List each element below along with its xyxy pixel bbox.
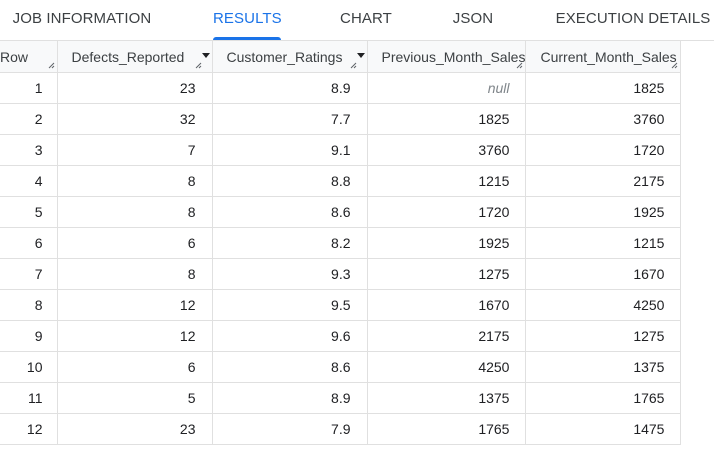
row-number-cell[interactable]: 9 xyxy=(0,320,58,352)
results-grid: Row Defects_Reported Customer_Ratings Pr… xyxy=(0,41,714,449)
table-cell[interactable]: 1275 xyxy=(367,258,527,290)
table-cell[interactable]: 1765 xyxy=(367,413,527,445)
tab-job-information[interactable]: JOB INFORMATION xyxy=(12,10,152,27)
table-cell[interactable]: 4250 xyxy=(367,351,527,383)
table-cell[interactable]: 2175 xyxy=(367,320,527,352)
table-cell[interactable]: 1825 xyxy=(525,72,682,104)
row-number-cell[interactable]: 3 xyxy=(0,134,58,166)
table-cell[interactable]: 7.9 xyxy=(212,413,368,445)
table-cell[interactable]: 8.9 xyxy=(212,72,368,104)
table-cell[interactable]: 7 xyxy=(57,134,213,166)
table-cell[interactable]: 23 xyxy=(57,72,213,104)
tab-results[interactable]: RESULTS xyxy=(213,0,282,40)
column-header-label: Previous_Month_Sales xyxy=(381,48,526,65)
row-number-cell[interactable]: 10 xyxy=(0,351,58,383)
table-cell[interactable]: 8.6 xyxy=(212,351,368,383)
row-number-cell[interactable]: 4 xyxy=(0,165,58,197)
table-cell[interactable]: 1925 xyxy=(367,227,527,259)
table-cell[interactable]: 23 xyxy=(57,413,213,445)
table-cell[interactable]: 1475 xyxy=(525,413,682,445)
table-cell[interactable]: 9.1 xyxy=(212,134,368,166)
table-cell[interactable]: 8 xyxy=(57,165,213,197)
table-cell[interactable]: 32 xyxy=(57,103,213,135)
table-cell[interactable]: 1720 xyxy=(367,196,527,228)
column-resize-icon[interactable] xyxy=(350,62,357,69)
column-resize-icon[interactable] xyxy=(516,62,523,69)
column-resize-icon[interactable] xyxy=(48,62,55,69)
column-header-customer-ratings[interactable]: Customer_Ratings xyxy=(212,41,368,73)
table-cell[interactable]: 1275 xyxy=(525,320,682,352)
table-row: 2 32 7.7 1825 3760 xyxy=(0,103,682,135)
table-cell[interactable]: 1375 xyxy=(525,351,682,383)
table-cell[interactable]: 1720 xyxy=(525,134,682,166)
tab-chart[interactable]: CHART xyxy=(340,10,392,27)
table-row: 8 12 9.5 1670 4250 xyxy=(0,289,682,321)
table-row: 6 6 8.2 1925 1215 xyxy=(0,227,682,259)
table-cell[interactable]: 8 xyxy=(57,196,213,228)
table-cell[interactable]: 9.6 xyxy=(212,320,368,352)
row-number-cell[interactable]: 6 xyxy=(0,227,58,259)
table-cell[interactable]: 1825 xyxy=(367,103,527,135)
table-row: 3 7 9.1 3760 1720 xyxy=(0,134,682,166)
column-header-current-month-sales[interactable]: Current_Month_Sales xyxy=(525,41,682,73)
table-row: 7 8 9.3 1275 1670 xyxy=(0,258,682,290)
column-header-defects-reported[interactable]: Defects_Reported xyxy=(57,41,213,73)
table-cell[interactable]: 8 xyxy=(57,258,213,290)
table-cell[interactable]: null xyxy=(367,72,527,104)
column-header-label: Customer_Ratings xyxy=(226,48,343,65)
table-cell[interactable]: 12 xyxy=(57,289,213,321)
table-cell[interactable]: 3760 xyxy=(525,103,682,135)
table-cell[interactable]: 2175 xyxy=(525,165,682,197)
table-row: 4 8 8.8 1215 2175 xyxy=(0,165,682,197)
tab-bar-divider xyxy=(0,40,714,41)
tab-execution-details[interactable]: EXECUTION DETAILS xyxy=(555,10,711,27)
column-header-previous-month-sales[interactable]: Previous_Month_Sales xyxy=(367,41,527,73)
table-cell[interactable]: 1375 xyxy=(367,382,527,414)
column-header-label: Defects_Reported xyxy=(71,48,185,65)
table-cell[interactable]: 6 xyxy=(57,227,213,259)
table-cell[interactable]: 1215 xyxy=(525,227,682,259)
column-resize-icon[interactable] xyxy=(195,62,202,69)
table-cell[interactable]: 4250 xyxy=(525,289,682,321)
table-cell[interactable]: 1670 xyxy=(525,258,682,290)
table-cell[interactable]: 1925 xyxy=(525,196,682,228)
table-cell[interactable]: 8.9 xyxy=(212,382,368,414)
column-header-label: Row xyxy=(0,48,29,65)
table-cell[interactable]: 8.8 xyxy=(212,165,368,197)
table-row: 1 23 8.9 null 1825 xyxy=(0,72,682,104)
sort-arrow-down-icon[interactable] xyxy=(201,53,210,58)
table-cell[interactable]: 7.7 xyxy=(212,103,368,135)
table-cell[interactable]: 12 xyxy=(57,320,213,352)
table-row: 9 12 9.6 2175 1275 xyxy=(0,320,682,352)
table-cell[interactable]: 8.6 xyxy=(212,196,368,228)
results-table: Row Defects_Reported Customer_Ratings Pr… xyxy=(0,41,682,445)
table-cell[interactable]: 8.2 xyxy=(212,227,368,259)
table-cell[interactable]: 3760 xyxy=(367,134,527,166)
table-row: 5 8 8.6 1720 1925 xyxy=(0,196,682,228)
row-number-cell[interactable]: 8 xyxy=(0,289,58,321)
row-number-cell[interactable]: 1 xyxy=(0,72,58,104)
table-cell[interactable]: 5 xyxy=(57,382,213,414)
results-tab-bar: JOB INFORMATION RESULTS CHART JSON EXECU… xyxy=(0,0,714,40)
row-number-cell[interactable]: 7 xyxy=(0,258,58,290)
row-number-cell[interactable]: 5 xyxy=(0,196,58,228)
table-row: 11 5 8.9 1375 1765 xyxy=(0,382,682,414)
table-cell[interactable]: 9.3 xyxy=(212,258,368,290)
table-cell[interactable]: 9.5 xyxy=(212,289,368,321)
tab-json[interactable]: JSON xyxy=(452,10,494,27)
row-number-cell[interactable]: 12 xyxy=(0,413,58,445)
table-cell[interactable]: 1215 xyxy=(367,165,527,197)
row-number-cell[interactable]: 11 xyxy=(0,382,58,414)
row-number-cell[interactable]: 2 xyxy=(0,103,58,135)
column-header-row[interactable]: Row xyxy=(0,41,58,73)
sort-arrow-down-icon[interactable] xyxy=(356,53,365,58)
column-header-label: Current_Month_Sales xyxy=(540,48,677,65)
column-resize-icon[interactable] xyxy=(671,62,678,69)
table-cell[interactable]: 1670 xyxy=(367,289,527,321)
table-row: 12 23 7.9 1765 1475 xyxy=(0,413,682,445)
header-row: Row Defects_Reported Customer_Ratings Pr… xyxy=(0,41,682,73)
table-row: 10 6 8.6 4250 1375 xyxy=(0,351,682,383)
table-cell[interactable]: 6 xyxy=(57,351,213,383)
table-cell[interactable]: 1765 xyxy=(525,382,682,414)
